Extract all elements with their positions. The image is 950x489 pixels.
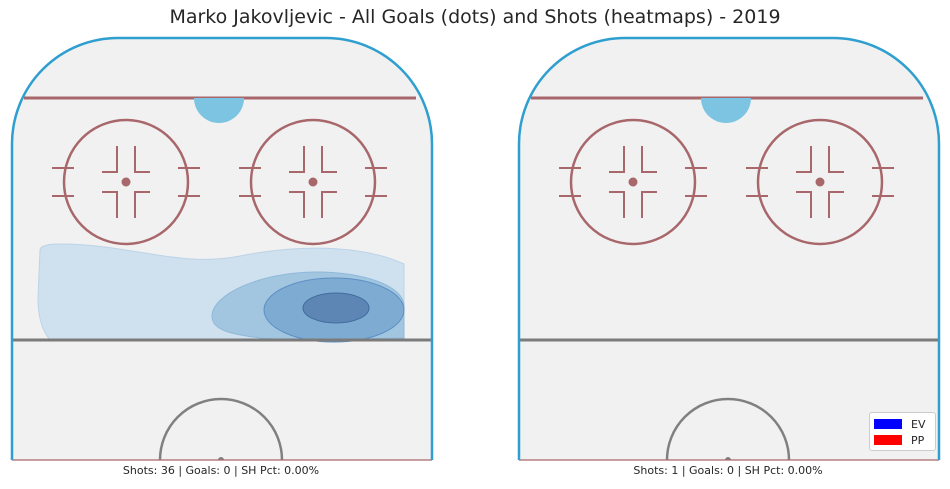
hash-mark-right-1 <box>321 146 337 173</box>
hash-mark-left-3 <box>134 191 150 218</box>
hash-mark-right-0 <box>289 146 305 173</box>
ice-surface <box>12 38 432 460</box>
faceoff-circle-right <box>249 118 377 246</box>
hash-mark-right-2 <box>796 191 812 218</box>
hash-mark-left-0 <box>609 146 625 173</box>
hash-mark-right-2 <box>289 191 305 218</box>
faceoff-circle-left <box>62 118 190 246</box>
rink-panel-left <box>10 36 434 461</box>
faceoff-dot-left <box>628 177 638 187</box>
shots-caption-left: Shots: 36 | Goals: 0 | SH Pct: 0.00% <box>122 464 320 477</box>
heatmap-level-4 <box>302 292 370 324</box>
legend: EV PP <box>869 412 936 451</box>
center-circle <box>665 397 791 461</box>
center-dot <box>218 457 224 460</box>
ice-surface <box>519 38 939 460</box>
faceoff-circle-right <box>756 118 884 246</box>
legend-swatch-pp <box>874 435 902 445</box>
hash-mark-left-2 <box>102 191 118 218</box>
legend-swatch-ev <box>874 419 902 429</box>
faceoff-dot-left <box>121 177 131 187</box>
hash-mark-right-0 <box>796 146 812 173</box>
center-circle <box>158 397 284 461</box>
hash-mark-left-0 <box>102 146 118 173</box>
faceoff-circle-left <box>569 118 697 246</box>
shots-caption-right: Shots: 1 | Goals: 0 | SH Pct: 0.00% <box>633 464 823 477</box>
center-dot <box>725 457 731 460</box>
rink-boards <box>10 36 434 460</box>
hash-mark-left-1 <box>134 146 150 173</box>
hash-mark-left-3 <box>641 191 657 218</box>
faceoff-dot-right <box>815 177 825 187</box>
hash-mark-right-3 <box>321 191 337 218</box>
hash-mark-right-1 <box>828 146 844 173</box>
hash-mark-left-1 <box>641 146 657 173</box>
goal-crease <box>701 98 751 123</box>
legend-label-pp: PP <box>911 433 925 447</box>
goal-crease <box>194 98 244 123</box>
hash-mark-left-2 <box>609 191 625 218</box>
chart-title: Marko Jakovljevic - All Goals (dots) and… <box>169 6 781 28</box>
legend-label-ev: EV <box>911 417 926 431</box>
rink-boards <box>517 36 941 460</box>
faceoff-dot-right <box>308 177 318 187</box>
hash-mark-right-3 <box>828 191 844 218</box>
rink-panel-right <box>517 36 941 461</box>
legend-entry-pp: PP <box>874 432 931 448</box>
legend-entry-ev: EV <box>874 416 931 432</box>
